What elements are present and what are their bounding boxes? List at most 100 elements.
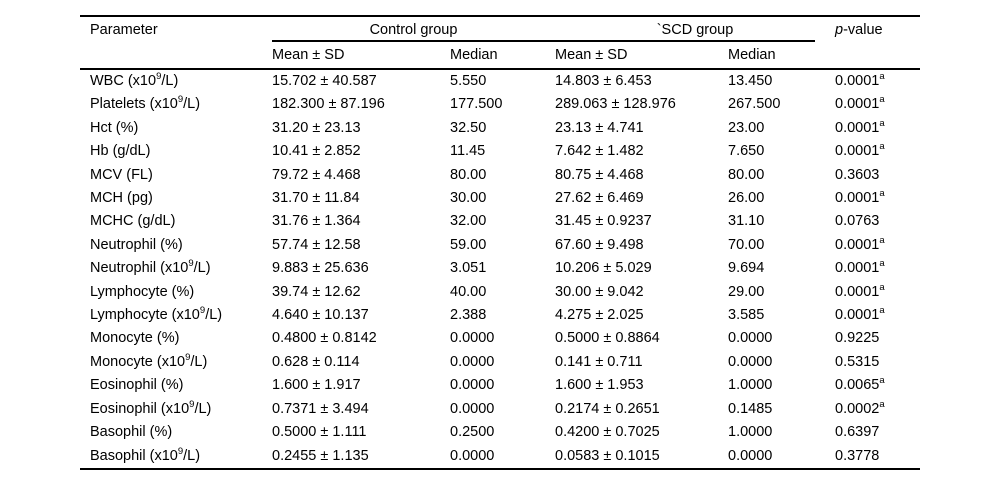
control-group-header: Control group [272,16,555,42]
p-value-cell: 0.0763 [835,213,880,230]
parameter-cell: Basophil (%) [90,424,173,441]
scd-mean-sd-cell: 0.5000 ± 0.8864 [555,330,660,347]
p-value-cell: 0.3603 [835,166,880,183]
p-value-cell: 0.9225 [835,330,880,347]
parameter-cell: Neutrophil (x109/L) [90,258,211,277]
empty-header-cell [835,42,920,70]
table-row: Hb (g/dL) 10.41 ± 2.852 11.45 7.642 ± 1.482… [80,140,920,163]
parameter-cell: Monocyte (x109/L) [90,352,208,370]
control-median-cell: 0.2500 [450,424,495,441]
scd-median-cell: 1.0000 [728,377,773,394]
parameter-cell: WBC (x109/L) [90,71,179,89]
parameter-cell: MCH (pg) [90,190,153,207]
control-mean-sd-cell: 0.7371 ± 3.494 [272,400,369,417]
parameter-cell: Eosinophil (x109/L) [90,398,212,417]
scd-median-cell: 80.00 [728,166,765,183]
table-row: Basophil (%) 0.5000 ± 1.111 0.2500 0.4200 ±… [80,421,920,444]
scd-median-cell: 1.0000 [728,424,773,441]
significance-superscript: a [879,117,885,129]
control-median-cell: 32.00 [450,213,487,230]
parameter-cell: Lymphocyte (x109/L) [90,305,223,324]
scd-mean-sd-cell: 0.4200 ± 0.7025 [555,424,660,441]
statistics-table: Parameter Control group `SCD group p-val… [80,15,920,470]
control-median-cell: 59.00 [450,236,487,253]
control-mean-sd-cell: 31.76 ± 1.364 [272,213,361,230]
table-row: WBC (x109/L) 15.702 ± 40.587 5.550 14.803 ±… [80,69,920,93]
control-mean-sd-cell: 182.300 ± 87.196 [272,96,385,113]
parameter-cell: Eosinophil (%) [90,377,184,394]
group-header-row: Parameter Control group `SCD group p-val… [80,16,920,42]
control-mean-sd-cell: 79.72 ± 4.468 [272,166,361,183]
control-median-cell: 11.45 [450,143,486,160]
control-mean-sd-cell: 39.74 ± 12.62 [272,283,361,300]
table-header: Parameter Control group `SCD group p-val… [80,16,920,70]
scd-median-cell: 70.00 [728,236,765,253]
statistics-table-container: Parameter Control group `SCD group p-val… [80,15,920,470]
scd-median-cell: 29.00 [728,283,765,300]
scd-group-header: `SCD group [555,16,835,42]
scd-mean-sd-cell: 7.642 ± 1.482 [555,143,644,160]
significance-superscript: a [879,141,885,153]
parameter-cell: Platelets (x109/L) [90,94,201,113]
scd-mean-sd-cell: 31.45 ± 0.9237 [555,213,652,230]
control-mean-sd-cell: 10.41 ± 2.852 [272,143,361,160]
significance-superscript: a [879,188,885,200]
parameter-cell: Hct (%) [90,119,139,136]
control-mean-sd-cell: 0.2455 ± 1.135 [272,444,450,470]
scd-mean-sd-cell: 67.60 ± 9.498 [555,236,644,253]
significance-superscript: a [879,71,885,83]
control-mean-sd-cell: 15.702 ± 40.587 [272,73,377,89]
scd-mean-sd-cell: 1.600 ± 1.953 [555,377,644,394]
control-median-cell: 40.00 [450,283,487,300]
table-body: WBC (x109/L) 15.702 ± 40.587 5.550 14.803 ±… [80,69,920,470]
scd-mean-sd-cell: 23.13 ± 4.741 [555,119,644,136]
p-value-cell: 0.0001a [835,117,885,136]
control-mean-sd-header: Mean ± SD [272,42,450,70]
table-row: Monocyte (%) 0.4800 ± 0.8142 0.0000 0.5000 … [80,327,920,350]
scd-mean-sd-cell: 14.803 ± 6.453 [555,73,652,89]
table-row: Neutrophil (x109/L) 9.883 ± 25.636 3.051 10… [80,257,920,280]
scd-median-cell: 0.0000 [728,444,835,470]
scd-mean-sd-cell: 289.063 ± 128.976 [555,96,676,113]
table-row: Basophil (x109/L) 0.2455 ± 1.135 0.0000 0.0… [80,444,920,470]
control-median-cell: 2.388 [450,307,487,324]
control-median-cell: 3.051 [450,260,487,277]
superscript: 9 [199,305,206,317]
table-row: Lymphocyte (%) 39.74 ± 12.62 40.00 30.00 ± … [80,281,920,304]
p-value-cell: 0.0001a [835,94,885,113]
table-row: Eosinophil (x109/L) 0.7371 ± 3.494 0.0000 0… [80,398,920,421]
parameter-cell: Basophil (x109/L) [80,444,272,470]
scd-median-cell: 13.450 [728,73,773,89]
scd-median-cell: 31.10 [728,213,765,230]
scd-mean-sd-cell: 10.206 ± 5.029 [555,260,652,277]
table-row: MCHC (g/dL) 31.76 ± 1.364 32.00 31.45 ± 0.9… [80,210,920,233]
control-median-cell: 0.0000 [450,353,495,370]
parameter-cell: Hb (g/dL) [90,143,151,160]
scd-mean-sd-cell: 27.62 ± 6.469 [555,190,644,207]
p-value-cell: 0.0001a [835,71,885,89]
table-row: Neutrophil (%) 57.74 ± 12.58 59.00 67.60 ± … [80,234,920,257]
significance-superscript: a [879,235,885,247]
parameter-column-header: Parameter [90,21,158,38]
superscript: 9 [177,94,184,106]
control-median-cell: 0.0000 [450,400,495,417]
scd-mean-sd-header: Mean ± SD [555,42,728,70]
scd-mean-sd-cell: 0.141 ± 0.711 [555,353,643,370]
table-row: Hct (%) 31.20 ± 23.13 32.50 23.13 ± 4.741 23… [80,117,920,140]
p-value-cell: 0.0001a [835,305,885,324]
parameter-cell: Monocyte (%) [90,330,180,347]
control-mean-sd-cell: 0.5000 ± 1.111 [272,424,367,441]
control-median-cell: 0.0000 [450,330,495,347]
p-value-cell: 0.0001a [835,235,885,253]
table-row: Platelets (x109/L) 182.300 ± 87.196 177.50… [80,93,920,116]
control-mean-sd-cell: 0.4800 ± 0.8142 [272,330,377,347]
superscript: 9 [185,352,191,364]
empty-header-cell [80,42,272,70]
parameter-cell: MCV (FL) [90,166,153,183]
parameter-cell: Lymphocyte (%) [90,283,195,300]
p-value-cell: 0.5315 [835,353,880,370]
scd-median-cell: 23.00 [728,119,765,136]
control-median-cell: 5.550 [450,73,487,89]
scd-mean-sd-cell: 80.75 ± 4.468 [555,166,644,183]
scd-median-cell: 7.650 [728,143,765,160]
